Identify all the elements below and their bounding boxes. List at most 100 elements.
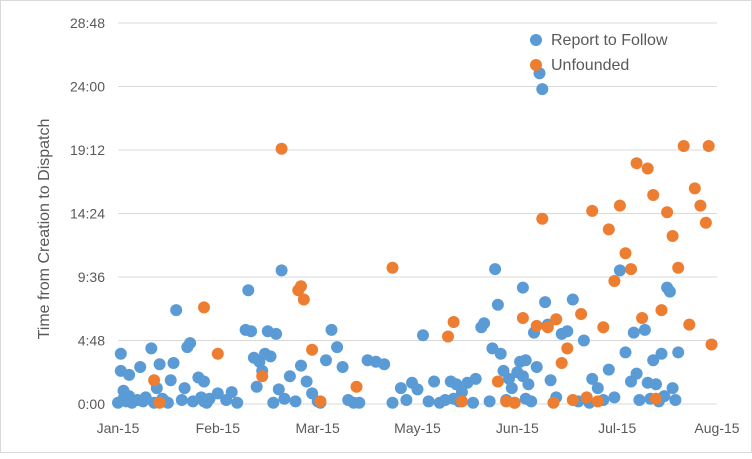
data-point <box>516 312 529 324</box>
data-point <box>134 361 147 373</box>
data-point <box>663 285 676 298</box>
data-point <box>516 281 529 294</box>
data-point <box>325 323 338 336</box>
data-point <box>447 316 460 328</box>
data-point <box>597 321 610 334</box>
data-point <box>250 380 263 393</box>
data-point <box>336 361 349 373</box>
data-point <box>145 342 158 355</box>
data-points <box>112 67 718 409</box>
data-point <box>630 367 643 380</box>
x-tick-label: Feb-15 <box>196 420 241 436</box>
data-point <box>353 396 366 409</box>
data-point <box>544 374 557 387</box>
data-point <box>306 343 319 356</box>
data-point <box>211 347 224 360</box>
data-point <box>661 206 674 219</box>
data-point <box>275 142 288 155</box>
data-point <box>650 378 662 391</box>
data-point <box>295 359 307 372</box>
y-tick-label: 4:48 <box>78 333 105 349</box>
data-point <box>331 341 344 354</box>
data-point <box>586 204 599 217</box>
data-point <box>245 325 258 338</box>
data-point <box>672 261 685 274</box>
x-tick-label: Aug-15 <box>694 420 739 436</box>
series-unfounded <box>148 140 718 409</box>
data-point <box>175 394 188 406</box>
data-point <box>566 394 579 406</box>
data-point <box>647 354 660 367</box>
data-point <box>264 350 277 363</box>
y-tick-label: 9:36 <box>78 269 105 285</box>
data-point <box>625 263 637 276</box>
data-point <box>314 395 327 408</box>
data-point <box>278 392 291 405</box>
data-point <box>566 293 579 306</box>
data-point <box>417 329 429 342</box>
data-point <box>541 321 554 334</box>
series-report-to-follow <box>112 67 685 409</box>
y-tick-label: 19:12 <box>70 142 105 158</box>
data-point <box>694 199 707 212</box>
data-point <box>178 382 191 395</box>
data-point <box>666 382 679 395</box>
data-point <box>508 396 521 409</box>
data-point <box>267 396 280 409</box>
data-point <box>688 182 701 195</box>
data-point <box>400 394 413 406</box>
data-point <box>641 162 654 175</box>
data-point <box>170 304 183 317</box>
data-point <box>555 357 568 369</box>
data-point <box>386 396 399 409</box>
data-point <box>586 372 599 385</box>
data-point <box>153 396 166 409</box>
gridlines <box>118 22 717 405</box>
data-point <box>650 392 662 405</box>
data-point <box>478 317 491 330</box>
data-point <box>198 375 210 388</box>
legend-label: Unfounded <box>551 57 629 74</box>
data-point <box>275 264 288 277</box>
data-point <box>519 354 532 367</box>
x-tick-label: Jul-15 <box>598 420 636 436</box>
data-point <box>494 347 507 360</box>
data-point <box>489 263 502 276</box>
data-point <box>705 338 718 351</box>
data-point <box>677 140 690 152</box>
data-point <box>550 313 563 326</box>
data-point <box>655 304 668 317</box>
data-point <box>256 370 269 383</box>
y-tick-label: 14:24 <box>70 206 105 222</box>
data-point <box>619 346 632 359</box>
data-point <box>683 318 696 331</box>
data-point <box>580 391 593 404</box>
y-tick-label: 28:48 <box>70 15 105 31</box>
legend-marker <box>530 59 542 71</box>
data-point <box>547 396 560 409</box>
data-point <box>536 212 549 225</box>
y-tick-label: 0:00 <box>78 396 105 412</box>
data-point <box>283 370 296 383</box>
data-point <box>613 199 626 212</box>
data-point <box>114 347 127 360</box>
data-point <box>184 337 197 350</box>
x-tick-label: Jan-15 <box>97 420 140 436</box>
x-tick-label: Mar-15 <box>295 420 340 436</box>
data-point <box>378 358 391 371</box>
y-axis-label: Time from Creation to Dispatch <box>36 119 53 340</box>
data-point <box>320 354 332 367</box>
data-point <box>394 382 407 395</box>
data-point <box>666 230 679 242</box>
data-point <box>619 247 632 260</box>
data-point <box>164 374 177 387</box>
data-point <box>575 308 588 320</box>
y-axis-ticks: 0:00 4:48 9:36 14:24 19:12 24:00 28:48 <box>70 15 105 412</box>
data-point <box>672 346 685 359</box>
data-point <box>272 383 285 396</box>
legend-label: Report to Follow <box>551 32 668 49</box>
data-point <box>505 382 518 395</box>
data-point <box>591 382 604 395</box>
data-point <box>198 301 210 314</box>
data-point <box>386 261 399 274</box>
